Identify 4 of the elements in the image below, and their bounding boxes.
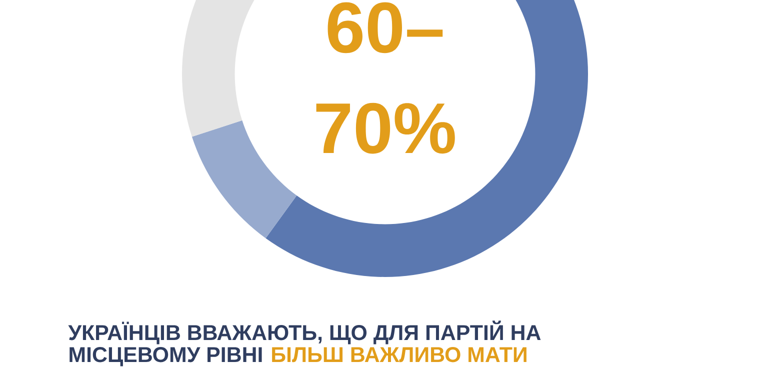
text: 60–70% [316, 2, 455, 154]
text: БІЛЬШ ВАЖЛИВО МАТИ [272, 347, 526, 362]
text: УКРАЇНЦІВ ВВАЖАЮТЬ, ЩО ДЛЯ ПАРТІЙ НА [68, 320, 541, 344]
text: МІСЦЕВОМУ РІВНІ [70, 347, 262, 366]
